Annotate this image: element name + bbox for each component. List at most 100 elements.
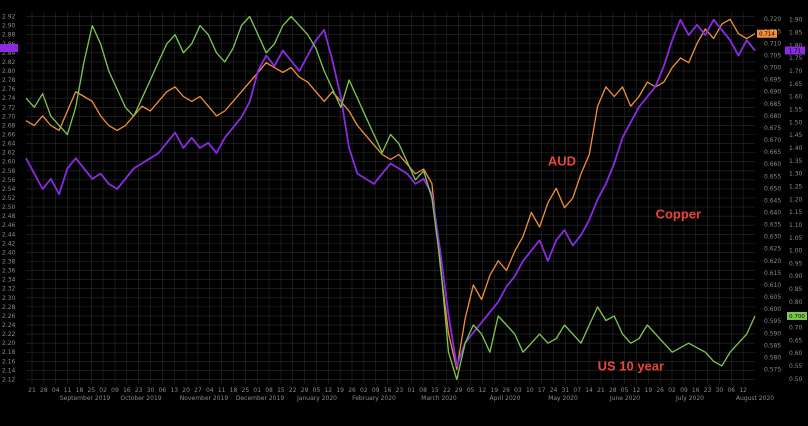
us10y-tick-label: 2.30 (2, 295, 16, 302)
aud-tick-label: 0.640 (764, 209, 781, 216)
copper-tick-label: 0.65 (789, 337, 803, 344)
copper-tick-label: 1.80 (789, 42, 803, 49)
copper-tick-label: 1.30 (789, 171, 803, 178)
copper-tick-label: 1.60 (789, 94, 803, 101)
aud-value-badge: 0.714 (757, 29, 777, 38)
x-tick-label: 19 (645, 387, 653, 394)
copper-tick-label: 0.50 (789, 376, 803, 383)
us10y-tick-label: 2.32 (2, 286, 16, 293)
x-tick-label: 13 (170, 387, 178, 394)
us10y-tick-label: 2.28 (2, 304, 16, 311)
x-tick-label: 26 (656, 387, 664, 394)
us10y-tick-label: 2.58 (2, 168, 16, 175)
us10y-tick-label: 2.90 (2, 23, 16, 30)
copper-tick-label: 1.10 (789, 222, 803, 229)
x-tick-label: 30 (147, 387, 155, 394)
x-tick-label: 09 (680, 387, 688, 394)
us10y-tick-label: 2.82 (2, 59, 16, 66)
us10y-tick-label: 2.52 (2, 195, 16, 202)
aud-tick-label: 0.690 (764, 89, 781, 96)
us10y-tick-label: 2.26 (2, 313, 16, 320)
month-label: July 2020 (675, 395, 704, 402)
left-axis-marker (0, 44, 18, 52)
us10y-tick-label: 2.50 (2, 204, 16, 211)
x-tick-label: 22 (289, 387, 297, 394)
aud-tick-label: 0.650 (764, 185, 781, 192)
aud-axis-ticks: 0.7200.7150.7100.7050.7000.6950.6900.685… (764, 16, 781, 373)
x-tick-label: 24 (550, 387, 558, 394)
us10y-tick-label: 2.46 (2, 222, 16, 229)
copper-tick-label: 0.85 (789, 286, 803, 293)
x-tick-label: 17 (538, 387, 546, 394)
aud-tick-label: 0.720 (764, 16, 781, 23)
aud-tick-label: 0.635 (764, 222, 781, 229)
copper-tick-label: 1.40 (789, 145, 803, 152)
x-tick-label: 05 (467, 387, 475, 394)
x-tick-label: 21 (28, 387, 36, 394)
aud-tick-label: 0.615 (764, 270, 781, 277)
x-tick-label: 08 (419, 387, 427, 394)
left-axis-ticks: 2.922.902.882.862.842.822.802.782.762.74… (2, 14, 16, 384)
x-tick-label: 01 (407, 387, 415, 394)
copper-series-line (25, 18, 756, 367)
aud-tick-label: 0.700 (764, 65, 781, 72)
us10y-tick-label: 2.62 (2, 150, 16, 157)
aud-tick-label: 0.630 (764, 234, 781, 241)
annotation-label: Copper (656, 206, 702, 221)
aud-tick-label: 0.625 (764, 246, 781, 253)
month-label: August 2020 (736, 395, 774, 402)
aud-tick-label: 0.675 (764, 125, 781, 132)
us10y-tick-label: 2.64 (2, 141, 16, 148)
aud-tick-label: 0.685 (764, 101, 781, 108)
us10y-tick-label: 2.16 (2, 358, 16, 365)
x-tick-label: 02 (668, 387, 676, 394)
copper-tick-label: 1.20 (789, 196, 803, 203)
aud-tick-label: 0.705 (764, 52, 781, 59)
x-tick-label: 30 (716, 387, 724, 394)
us10y-tick-label: 2.66 (2, 131, 16, 138)
aud-tick-label: 0.660 (764, 161, 781, 168)
us10y-tick-label: 2.22 (2, 331, 16, 338)
us10y-tick-label: 2.18 (2, 349, 16, 356)
us10y-tick-label: 2.70 (2, 113, 16, 120)
copper-value-badge: 1.71 (785, 46, 805, 55)
us10y-tick-label: 2.80 (2, 68, 16, 75)
x-tick-label: 20 (182, 387, 190, 394)
x-tick-label: 10 (526, 387, 534, 394)
copper-tick-label: 1.75 (789, 55, 803, 62)
annotation-label: US 10 year (598, 358, 665, 373)
aud-tick-label: 0.680 (764, 113, 781, 120)
aud-tick-label: 0.655 (764, 173, 781, 180)
us10y-tick-label: 2.68 (2, 122, 16, 129)
x-tick-label: 12 (479, 387, 487, 394)
aud-tick-label: 0.575 (764, 367, 781, 374)
annotation-label: AUD (548, 153, 576, 168)
annotations: AUD Copper US 10 year (548, 153, 701, 373)
month-label: January 2020 (296, 395, 337, 402)
us10y-tick-label: 2.72 (2, 104, 16, 111)
us10y-tick-label: 2.44 (2, 231, 16, 238)
copper-tick-label: 1.00 (789, 248, 803, 255)
x-tick-label: 11 (218, 387, 226, 394)
x-tick-label: 16 (384, 387, 392, 394)
x-tick-label: 05 (621, 387, 629, 394)
x-tick-label: 28 (40, 387, 48, 394)
us10y-tick-label: 2.60 (2, 159, 16, 166)
x-tick-label: 16 (692, 387, 700, 394)
us10y-tick-label: 2.24 (2, 322, 16, 329)
copper-tick-label: 0.95 (789, 260, 803, 267)
month-label: November 2019 (180, 395, 229, 402)
x-tick-label: 29 (301, 387, 309, 394)
x-tick-label: 27 (194, 387, 202, 394)
month-label: February 2020 (352, 395, 396, 402)
x-tick-label: 31 (562, 387, 570, 394)
x-tick-label: 02 (360, 387, 368, 394)
x-tick-label: 04 (206, 387, 214, 394)
x-tick-label: 21 (597, 387, 605, 394)
aud-tick-label: 0.665 (764, 149, 781, 156)
svg-text:1.71: 1.71 (789, 48, 801, 54)
aud-series-line (25, 18, 756, 371)
copper-tick-label: 1.05 (789, 235, 803, 242)
us10y-tick-label: 2.40 (2, 249, 16, 256)
x-tick-label: 25 (87, 387, 95, 394)
